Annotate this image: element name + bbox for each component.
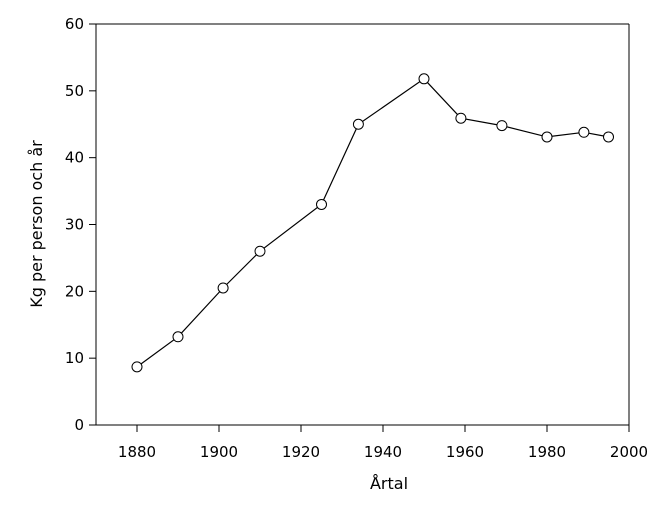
x-axis-title: Årtal [370,474,408,493]
x-tick-label: 1980 [528,443,566,461]
data-point [496,120,508,132]
plot-frame [95,23,630,426]
data-point [352,118,364,130]
x-tick-label: 1880 [118,443,156,461]
data-point [316,198,327,210]
y-tick-label: 60 [65,15,84,33]
x-tick-label: 1960 [446,443,484,461]
y-tick-label: 10 [65,349,84,367]
data-point [455,112,467,124]
data-point [131,361,143,373]
y-axis-title: Kg per person och år [27,140,46,308]
y-tick-label: 20 [65,282,84,300]
x-tick-label: 2000 [610,443,648,461]
y-tick-label: 0 [74,416,84,434]
x-tick-label: 1900 [200,443,238,461]
series-line [136,78,609,368]
x-axis-ticks: 1880 1900 1920 1940 1960 1980 2000 [118,425,648,461]
data-point [578,126,590,138]
data-point [541,131,553,143]
y-axis-ticks: 0 10 20 30 40 50 60 [65,15,96,434]
y-tick-label: 50 [65,82,84,100]
data-point [254,245,266,257]
y-tick-label: 30 [65,216,84,234]
data-point [603,131,614,143]
data-point [418,73,430,85]
data-point [172,331,184,343]
data-point [217,282,229,294]
x-tick-label: 1920 [282,443,320,461]
y-tick-label: 40 [65,149,84,167]
x-tick-label: 1940 [364,443,402,461]
data-points [131,73,614,373]
